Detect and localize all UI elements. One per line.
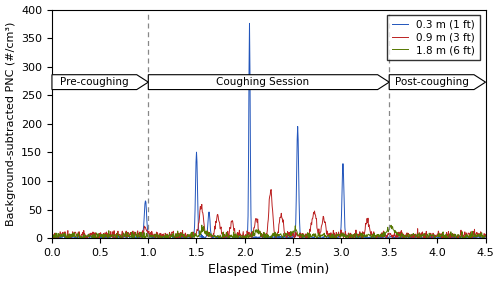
1.8 m (6 ft) [482, 234, 488, 237]
Line: 1.8 m (6 ft): 1.8 m (6 ft) [52, 225, 486, 238]
1.8 m (6 ft) [106, 229, 112, 232]
1.8 m (6 ft) [262, 233, 268, 236]
0.9 m (3 ft) [126, 232, 132, 235]
0.9 m (3 ft) [268, 188, 274, 191]
0.3 m (1 ft) [49, 234, 55, 238]
Text: Post-coughing: Post-coughing [394, 77, 468, 87]
Polygon shape [148, 75, 389, 90]
Line: 0.9 m (3 ft): 0.9 m (3 ft) [52, 190, 486, 238]
0.9 m (3 ft) [194, 228, 200, 232]
Line: 0.3 m (1 ft): 0.3 m (1 ft) [52, 23, 486, 238]
Text: Pre-coughing: Pre-coughing [60, 77, 128, 87]
0.3 m (1 ft) [194, 185, 200, 188]
1.8 m (6 ft) [375, 233, 381, 236]
Polygon shape [52, 75, 148, 90]
X-axis label: Elasped Time (min): Elasped Time (min) [208, 263, 330, 276]
0.3 m (1 ft) [395, 237, 401, 240]
0.9 m (3 ft) [338, 232, 344, 235]
0.3 m (1 ft) [482, 236, 488, 240]
0.9 m (3 ft) [393, 237, 399, 240]
Y-axis label: Background-subtracted PNC (#/cm³): Background-subtracted PNC (#/cm³) [6, 22, 16, 226]
1.8 m (6 ft) [194, 235, 200, 239]
0.3 m (1 ft) [262, 236, 268, 239]
Text: Coughing Session: Coughing Session [216, 77, 310, 87]
0.9 m (3 ft) [106, 234, 112, 238]
1.8 m (6 ft) [49, 236, 55, 240]
0.9 m (3 ft) [482, 235, 488, 239]
0.3 m (1 ft) [375, 236, 381, 239]
Polygon shape [389, 75, 486, 90]
0.9 m (3 ft) [49, 232, 55, 235]
0.3 m (1 ft) [126, 235, 132, 238]
Legend: 0.3 m (1 ft), 0.9 m (3 ft), 1.8 m (6 ft): 0.3 m (1 ft), 0.9 m (3 ft), 1.8 m (6 ft) [387, 15, 480, 60]
0.9 m (3 ft) [262, 232, 268, 235]
1.8 m (6 ft) [199, 223, 205, 227]
1.8 m (6 ft) [338, 235, 344, 239]
0.3 m (1 ft) [246, 22, 252, 25]
1.8 m (6 ft) [480, 237, 486, 240]
0.3 m (1 ft) [106, 235, 112, 239]
1.8 m (6 ft) [126, 235, 132, 239]
0.3 m (1 ft) [338, 231, 344, 234]
0.9 m (3 ft) [375, 233, 381, 237]
